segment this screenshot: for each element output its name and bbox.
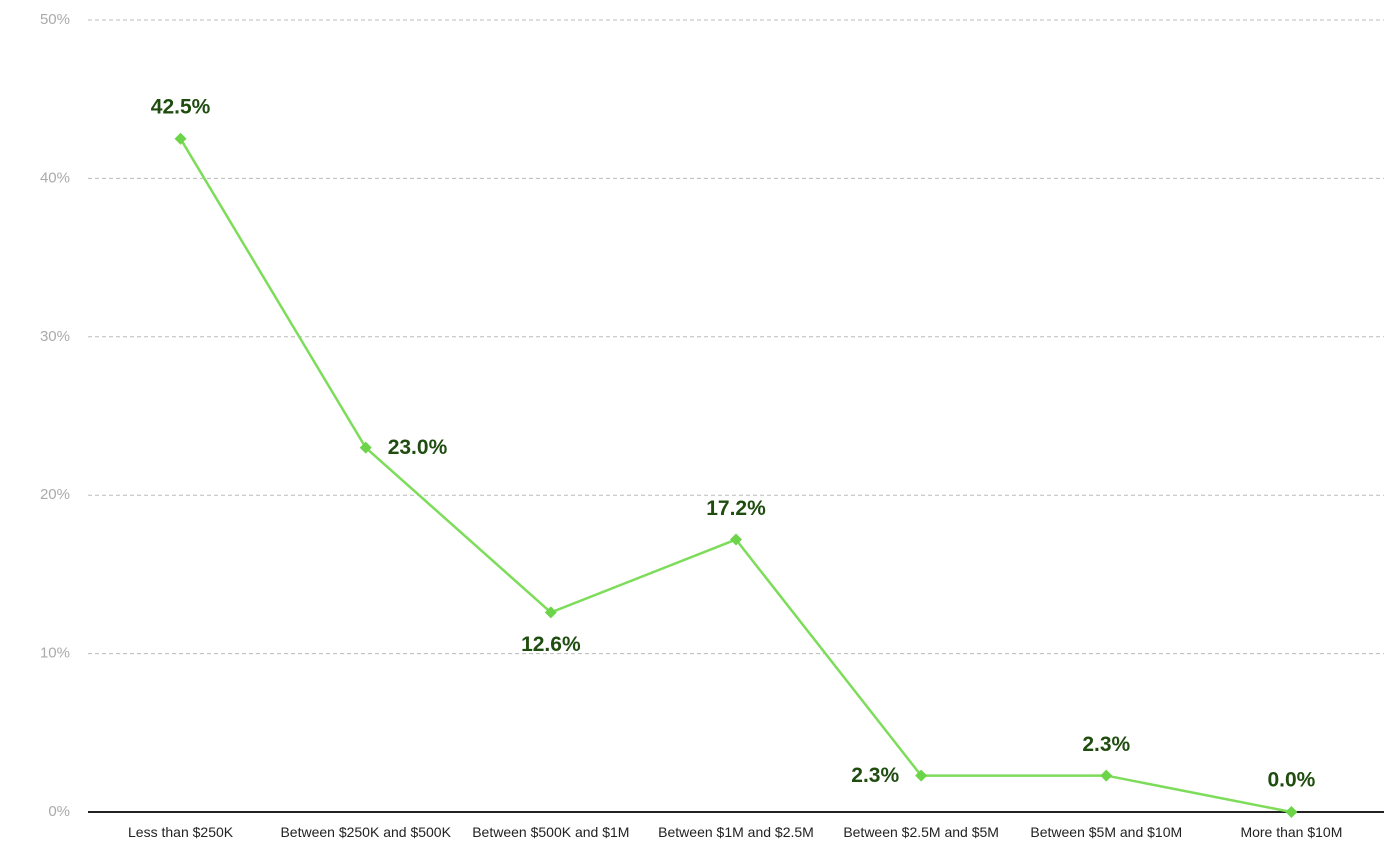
x-tick-label: Between $250K and $500K xyxy=(280,824,451,840)
marker xyxy=(915,769,928,782)
x-tick-label: More than $10M xyxy=(1240,824,1343,840)
x-tick-label: Between $1M and $2.5M xyxy=(658,824,814,840)
data-label: 0.0% xyxy=(1267,769,1315,792)
marker xyxy=(730,533,742,546)
marker xyxy=(174,132,187,145)
marker xyxy=(359,441,372,454)
data-label: 12.6% xyxy=(521,633,581,656)
y-tick-label: 20% xyxy=(40,486,70,503)
y-tick-label: 30% xyxy=(40,328,70,345)
data-label: 42.5% xyxy=(151,95,211,118)
x-tick-label: Less than $250K xyxy=(128,824,234,840)
data-label: 23.0% xyxy=(388,436,448,459)
marker xyxy=(1100,769,1113,782)
y-tick-label: 0% xyxy=(48,803,70,820)
marker xyxy=(1285,806,1298,818)
y-tick-label: 10% xyxy=(40,645,70,662)
y-tick-label: 40% xyxy=(40,169,70,186)
data-label: 2.3% xyxy=(851,764,899,787)
line xyxy=(179,138,1292,814)
marker xyxy=(544,606,557,619)
data-label: 2.3% xyxy=(1082,733,1130,756)
x-tick-label: Between $5M and $10M xyxy=(1030,824,1183,840)
y-tick-label: 50% xyxy=(40,11,70,28)
x-tick-label: Between $2.5M and $5M xyxy=(843,824,999,840)
data-label: 17.2% xyxy=(706,497,766,520)
x-tick-label: Between $500K and $1M xyxy=(472,824,630,840)
